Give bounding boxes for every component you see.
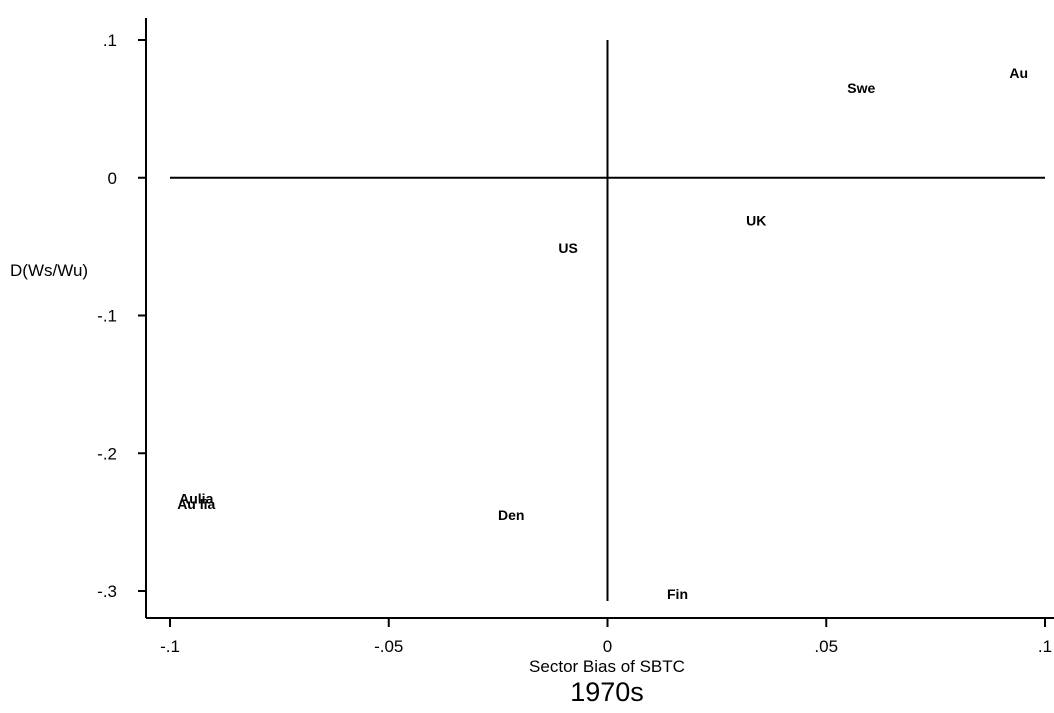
y-tick-label: -.3 bbox=[97, 582, 117, 601]
chart-caption: 1970s bbox=[570, 677, 644, 707]
point-label: Fin bbox=[667, 586, 688, 602]
y-tick-label: -.2 bbox=[97, 444, 117, 463]
point-label: Aulia bbox=[179, 491, 213, 507]
x-axis-title: Sector Bias of SBTC bbox=[529, 657, 685, 676]
x-axis-ticks: -.1 -.05 0 .05 .1 bbox=[160, 618, 1052, 656]
x-tick-label: -.05 bbox=[374, 637, 403, 656]
point-label: Au lia bbox=[177, 496, 215, 512]
point-label: Swe bbox=[847, 80, 875, 96]
y-axis-title: D(Ws/Wu) bbox=[10, 261, 88, 280]
point-label: Au bbox=[1009, 65, 1028, 81]
point-label: Den bbox=[498, 507, 524, 523]
x-tick-label: 0 bbox=[603, 637, 612, 656]
y-axis-ticks: .1 0 -.1 -.2 -.3 bbox=[97, 31, 146, 601]
y-tick-label: -.1 bbox=[97, 307, 117, 326]
point-label: US bbox=[558, 240, 577, 256]
axes-frame bbox=[145, 18, 1054, 619]
y-tick-label: 0 bbox=[108, 169, 117, 188]
x-tick-label: .1 bbox=[1038, 637, 1052, 656]
x-tick-label: .05 bbox=[814, 637, 838, 656]
y-tick-label: .1 bbox=[103, 31, 117, 50]
point-label: UK bbox=[746, 212, 766, 228]
x-tick-label: -.1 bbox=[160, 637, 180, 656]
reference-lines bbox=[170, 40, 1045, 601]
